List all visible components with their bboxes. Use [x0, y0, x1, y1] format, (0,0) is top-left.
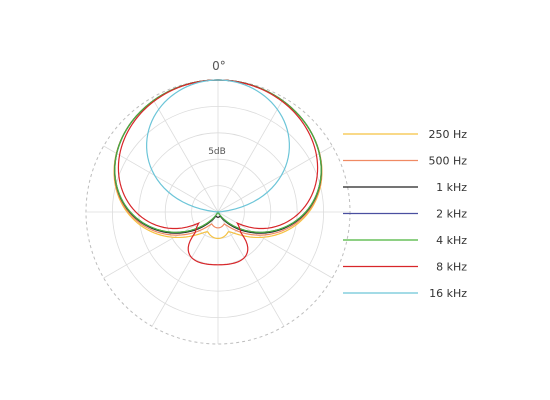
grid-spoke — [151, 97, 219, 213]
grid-spoke — [103, 211, 219, 279]
polar-curves — [113, 79, 323, 266]
grid-spoke — [217, 211, 285, 327]
legend-item: 250 Hz — [343, 128, 467, 141]
legend-item: 500 Hz — [343, 155, 467, 168]
legend-item: 16 kHz — [343, 287, 467, 300]
legend-label: 2 kHz — [436, 208, 467, 221]
legend-item: 4 kHz — [343, 234, 467, 247]
legend-label: 16 kHz — [429, 287, 467, 300]
grid-spoke — [217, 97, 285, 213]
legend-label: 250 Hz — [428, 128, 467, 141]
series-curve-16-khz — [146, 79, 290, 213]
grid-spoke — [103, 145, 219, 213]
grid-spoke — [217, 211, 333, 279]
series-curve-8-khz — [117, 79, 319, 266]
legend-item: 2 kHz — [343, 208, 467, 221]
legend-label: 500 Hz — [428, 155, 467, 168]
angle-label-0: 0° — [212, 59, 226, 73]
legend: 250 Hz 500 Hz 1 kHz 2 kHz 4 kHz 8 kHz 16 kHz — [343, 128, 467, 300]
radius-label-5db: 5dB — [208, 147, 226, 157]
legend-label: 1 kHz — [436, 181, 467, 194]
grid-spoke — [151, 211, 219, 327]
legend-label: 8 kHz — [436, 261, 467, 274]
legend-label: 4 kHz — [436, 234, 467, 247]
legend-item: 1 kHz — [343, 181, 467, 194]
grid-spoke — [217, 145, 333, 213]
legend-item: 8 kHz — [343, 261, 467, 274]
